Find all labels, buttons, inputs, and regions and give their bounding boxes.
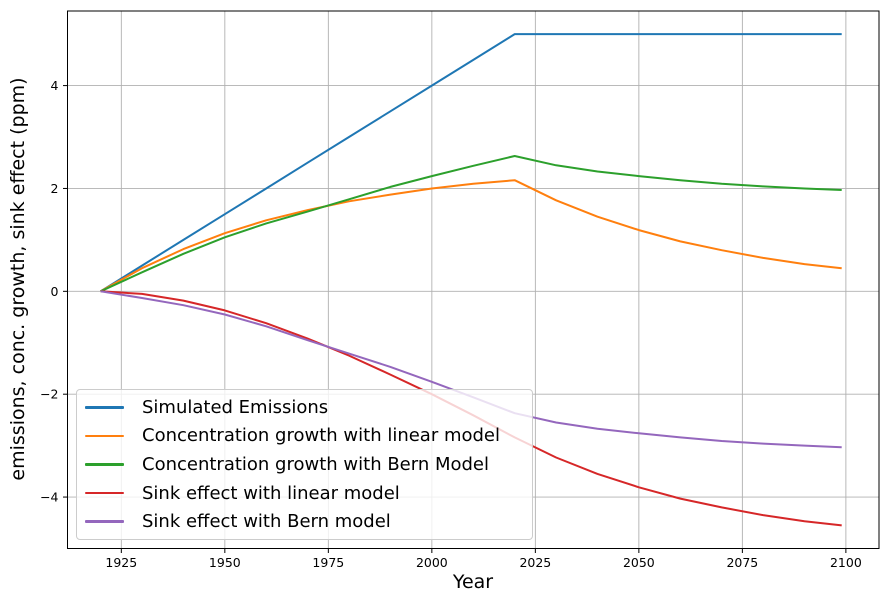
legend-item: Simulated Emissions (77, 393, 532, 422)
x-tick-label: 2050 (623, 555, 655, 570)
x-tick-label: 1925 (105, 555, 137, 570)
legend-line-sample (85, 434, 124, 438)
legend-item: Sink effect with Bern model (77, 507, 532, 536)
y-axis-label: emissions, conc. growth, sink effect (pp… (7, 77, 29, 481)
legend-label: Concentration growth with linear model (142, 425, 501, 447)
legend-label: Sink effect with Bern model (142, 511, 391, 533)
legend: Simulated Emissions Concentration growth… (76, 389, 533, 540)
legend-line-sample (85, 406, 124, 409)
x-tick-label: 2100 (830, 555, 862, 570)
legend-label: Sink effect with linear model (142, 482, 400, 504)
legend-item: Concentration growth with linear model (77, 422, 532, 451)
y-tick-label: 4 (51, 78, 59, 93)
x-tick-label: 2000 (416, 555, 448, 570)
x-tick-label: 2075 (726, 555, 758, 570)
y-tick-label: 2 (51, 181, 59, 196)
legend-label: Concentration growth with Bern Model (142, 453, 490, 475)
y-tick-label: −4 (40, 490, 58, 505)
legend-item: Concentration growth with Bern Model (77, 450, 532, 479)
series-line-2 (100, 155, 842, 293)
legend-line-sample (85, 520, 124, 523)
plot-border (67, 10, 880, 549)
series-line-0 (100, 33, 842, 293)
legend-item: Sink effect with linear model (77, 479, 532, 508)
x-tick-label: 1950 (209, 555, 241, 570)
x-tick-label: 1975 (312, 555, 344, 570)
legend-line-sample (85, 491, 124, 495)
series-line-1 (100, 179, 842, 293)
x-axis-label: Year (452, 571, 494, 593)
y-tick-label: 0 (51, 284, 59, 299)
y-tick-label: −2 (40, 387, 58, 402)
legend-label: Simulated Emissions (142, 396, 329, 418)
x-tick-label: 2025 (519, 555, 551, 570)
legend-line-sample (85, 463, 124, 466)
